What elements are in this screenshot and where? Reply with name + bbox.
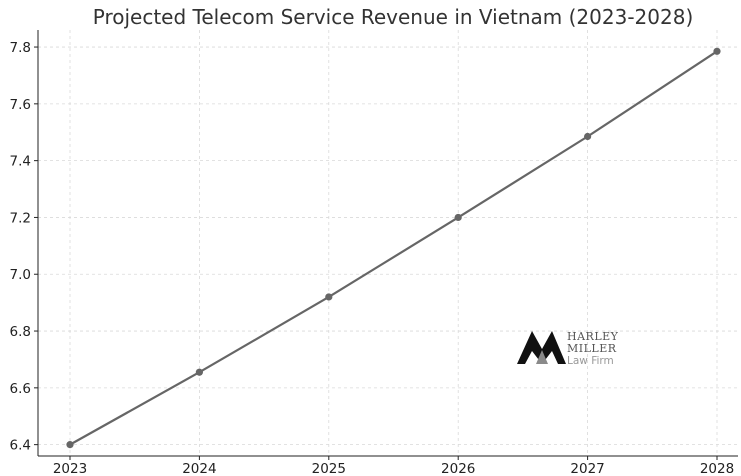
data-point [66, 441, 74, 449]
y-tick-label: 7.4 [10, 154, 31, 170]
series-line [69, 50, 718, 446]
watermark-brand-line3: Law Firm [567, 355, 614, 367]
y-tick-label: 6.6 [10, 381, 31, 397]
data-point [454, 213, 462, 222]
tick-labels: 2023 2024 2025 2026 2027 2028 6.4 6.6 6.8 7.0 7.2 7… [10, 40, 735, 476]
watermark-brand-line2: MILLER [567, 342, 617, 355]
chart-title: Projected Telecom Service Revenue in Vie… [93, 5, 694, 29]
y-tick-label: 7.0 [10, 267, 31, 283]
x-tick-label: 2024 [182, 461, 216, 476]
x-tick-label: 2025 [312, 461, 346, 476]
x-tick-label: 2027 [570, 461, 604, 476]
y-tick-label: 6.8 [10, 324, 31, 340]
watermark-logo: HARLEY MILLER Law Firm [517, 330, 619, 367]
y-tick-label: 7.6 [10, 97, 31, 113]
axes [34, 30, 738, 460]
data-point [195, 368, 203, 376]
data-point [713, 47, 721, 55]
y-tick-label: 6.4 [10, 438, 31, 454]
x-tick-label: 2026 [441, 461, 475, 476]
y-tick-label: 7.8 [10, 40, 31, 56]
gridlines [38, 30, 738, 456]
x-tick-label: 2028 [700, 461, 734, 476]
x-tick-label: 2023 [53, 461, 87, 476]
data-point [325, 293, 333, 301]
y-tick-label: 7.2 [10, 210, 31, 226]
series-layer [66, 47, 721, 449]
logo-mark [517, 331, 566, 364]
data-point [584, 132, 592, 141]
watermark-brand-line1: HARLEY [567, 330, 619, 343]
